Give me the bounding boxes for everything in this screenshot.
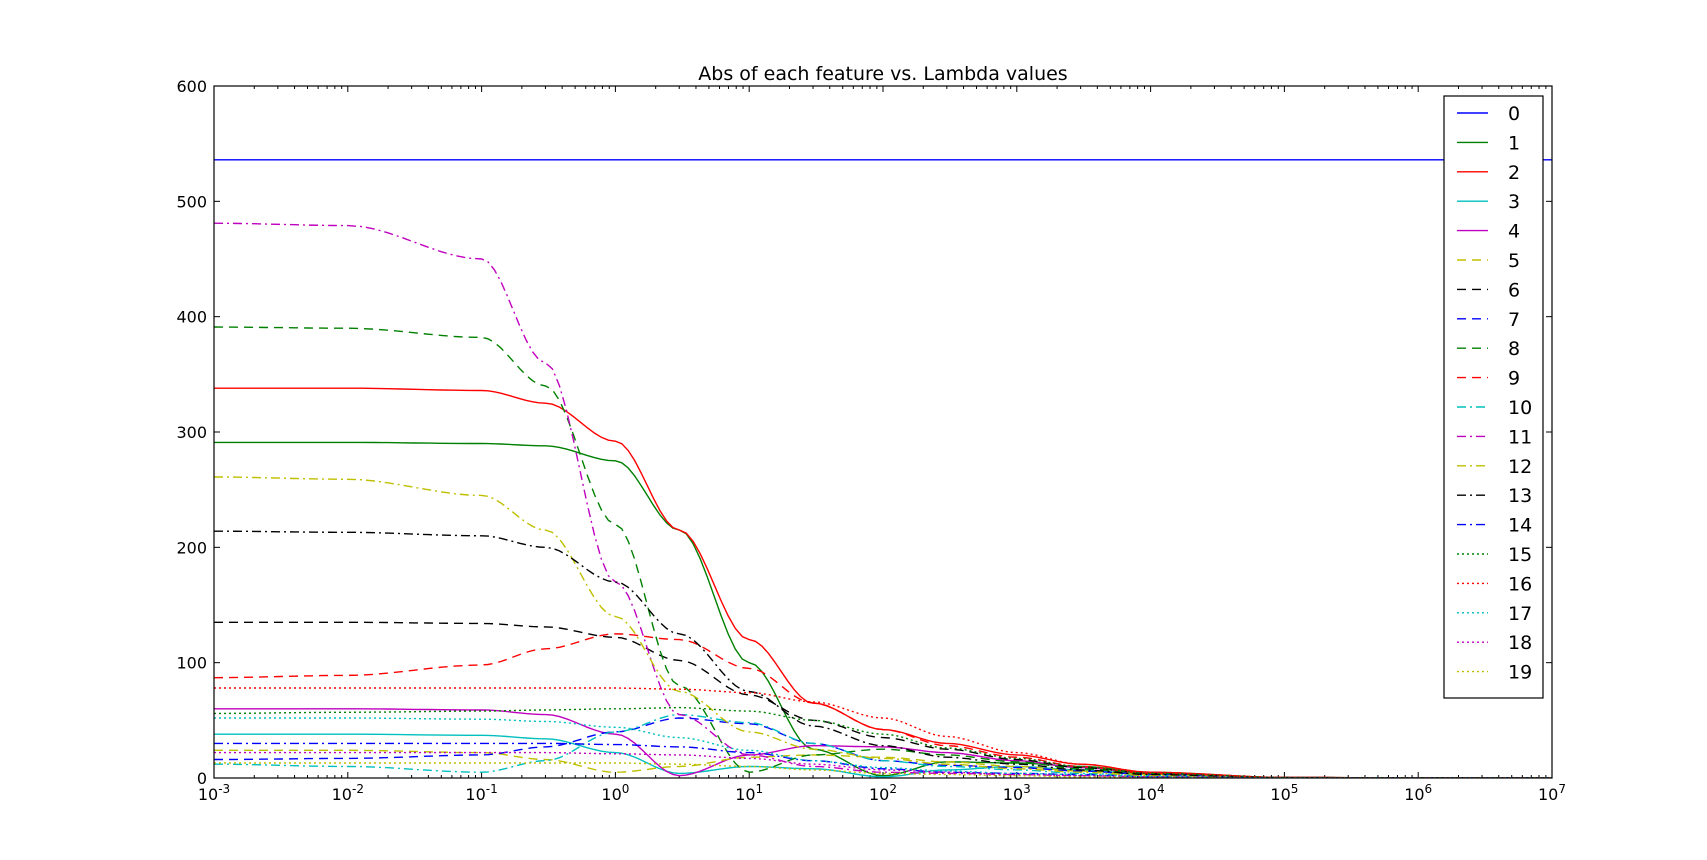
legend-box: [1443, 95, 1544, 699]
x-tick-label: 105: [1270, 782, 1298, 804]
series-line-9: [214, 633, 1552, 778]
x-tick-label: 10-3: [198, 782, 230, 804]
x-tick-label: 10-1: [465, 782, 497, 804]
x-tick-label: 103: [1003, 782, 1031, 804]
y-tick-label: 300: [176, 423, 207, 442]
series-line-11: [214, 222, 1552, 778]
legend-label-2: 2: [1508, 162, 1520, 184]
x-tick-label: 100: [601, 782, 629, 804]
legend-label-17: 17: [1508, 603, 1532, 625]
legend-label-3: 3: [1508, 191, 1520, 213]
legend-label-13: 13: [1508, 485, 1532, 507]
legend-label-0: 0: [1508, 103, 1520, 125]
legend-label-7: 7: [1508, 309, 1520, 331]
x-tick-label: 101: [735, 782, 763, 804]
plot-frame: [213, 85, 1553, 779]
y-tick-label: 500: [176, 192, 207, 211]
chart-title: Abs of each feature vs. Lambda values: [698, 63, 1067, 85]
legend-label-14: 14: [1508, 515, 1532, 537]
series-layer: [214, 159, 1552, 778]
legend-label-11: 11: [1508, 426, 1532, 448]
series-line-6: [214, 621, 1552, 778]
x-tick-label: 102: [869, 782, 897, 804]
series-line-15: [214, 706, 1552, 778]
series-line-8: [214, 326, 1552, 778]
y-tick-label: 400: [176, 308, 207, 327]
legend-label-5: 5: [1508, 250, 1520, 272]
x-tick-label: 104: [1137, 782, 1165, 804]
legend-label-12: 12: [1508, 456, 1532, 478]
y-tick-label: 0: [197, 769, 207, 788]
legend-label-16: 16: [1508, 573, 1532, 595]
y-tick-label: 200: [176, 538, 207, 557]
series-line-14: [214, 742, 1552, 778]
x-tick-label: 106: [1404, 782, 1432, 804]
series-line-12: [214, 476, 1552, 778]
legend-label-9: 9: [1508, 368, 1520, 390]
x-tick-label: 107: [1538, 782, 1566, 804]
legend-label-15: 15: [1508, 544, 1532, 566]
legend-label-18: 18: [1508, 632, 1532, 654]
series-line-13: [214, 530, 1552, 778]
y-tick-label: 600: [176, 77, 207, 96]
legend-label-6: 6: [1508, 279, 1520, 301]
series-line-1: [214, 441, 1552, 778]
x-axis: 10-3 10-2 10-1 100 101 102 103 104 105 106 107: [198, 86, 1566, 804]
legend-label-10: 10: [1508, 397, 1532, 419]
legend-label-8: 8: [1508, 338, 1520, 360]
series-line-16: [214, 687, 1552, 778]
legend-label-1: 1: [1508, 132, 1520, 154]
legend-label-4: 4: [1508, 221, 1520, 243]
y-tick-label: 100: [176, 654, 207, 673]
x-tick-label: 10-2: [332, 782, 364, 804]
series-line-2: [214, 387, 1552, 778]
legend-label-19: 19: [1508, 662, 1532, 684]
